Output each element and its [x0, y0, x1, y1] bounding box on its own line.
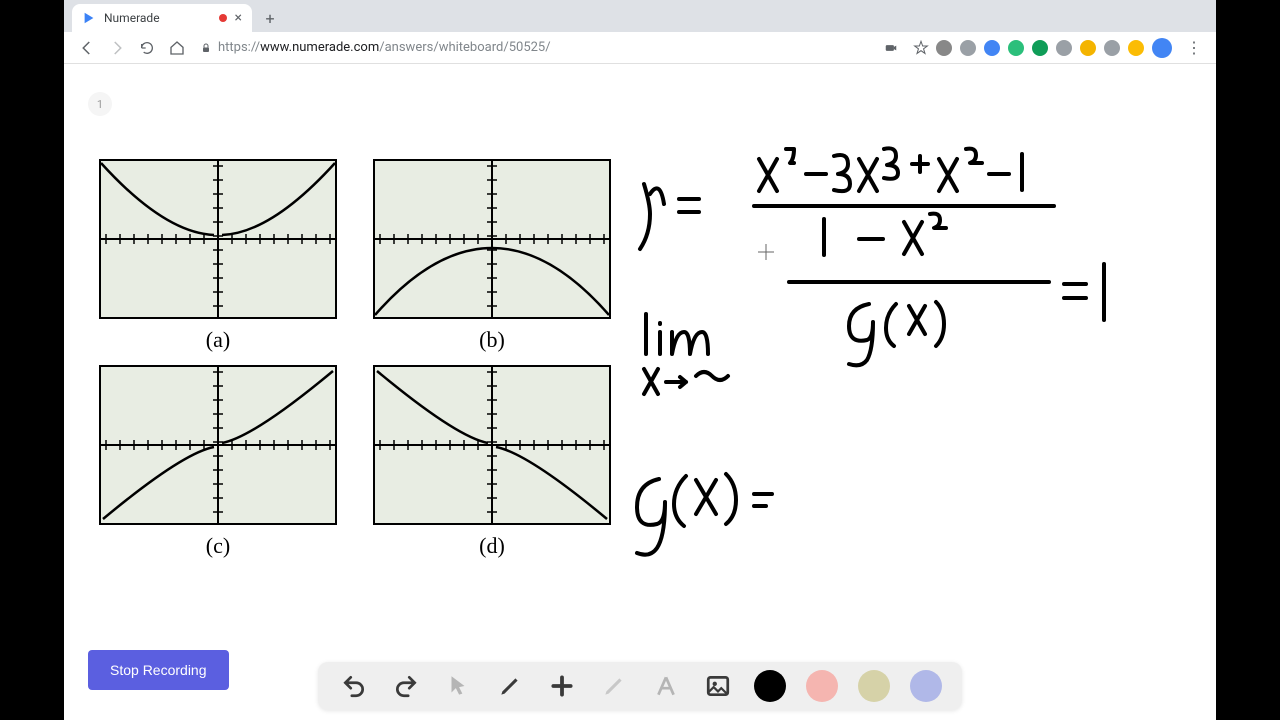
lock-icon — [200, 42, 212, 54]
graph-cell: (c) — [99, 365, 337, 559]
extension-icon[interactable] — [1080, 40, 1096, 56]
close-tab-icon[interactable]: × — [235, 10, 242, 26]
graph-plot — [373, 159, 611, 319]
page-indicator: 1 — [88, 92, 112, 116]
star-icon[interactable] — [912, 39, 930, 57]
reload-button[interactable] — [138, 39, 156, 57]
url-path: /answers/whiteboard/50525/ — [379, 40, 550, 55]
browser-menu-button[interactable]: ⋮ — [1186, 38, 1202, 57]
graph-cell: (a) — [99, 159, 337, 353]
graph-plot — [99, 365, 337, 525]
page-content: 1 (a) (b) (c) (d) — [64, 64, 1216, 720]
favicon-icon — [82, 11, 96, 25]
extension-icon[interactable] — [960, 40, 976, 56]
color-pink[interactable] — [806, 670, 838, 702]
whiteboard-toolbar — [318, 662, 962, 710]
graph-plot — [373, 365, 611, 525]
url-input[interactable]: https:// www.numerade.com /answers/white… — [200, 40, 868, 55]
extension-icon[interactable] — [1104, 40, 1120, 56]
color-olive[interactable] — [858, 670, 890, 702]
cursor-indicator-icon — [758, 244, 774, 260]
text-tool-button[interactable] — [650, 670, 682, 702]
graph-label: (b) — [479, 327, 505, 353]
graph-cell: (b) — [373, 159, 611, 353]
extension-icon[interactable] — [936, 40, 952, 56]
forward-button[interactable] — [108, 39, 126, 57]
tab-strip: Numerade × + — [64, 0, 1216, 32]
graph-label: (d) — [479, 533, 505, 559]
camera-icon[interactable] — [882, 39, 900, 57]
extension-icon[interactable] — [1128, 40, 1144, 56]
recording-indicator-icon — [219, 14, 227, 22]
graph-cell: (d) — [373, 365, 611, 559]
color-black[interactable] — [754, 670, 786, 702]
graph-plot — [99, 159, 337, 319]
extension-icon[interactable] — [1032, 40, 1048, 56]
color-lavender[interactable] — [910, 670, 942, 702]
graphs-panel: (a) (b) (c) (d) — [99, 159, 611, 571]
graph-label: (c) — [206, 533, 230, 559]
eraser-tool-button[interactable] — [598, 670, 630, 702]
stop-recording-button[interactable]: Stop Recording — [88, 650, 229, 690]
back-button[interactable] — [78, 39, 96, 57]
new-tab-button[interactable]: + — [258, 6, 282, 30]
extension-icon[interactable] — [1008, 40, 1024, 56]
tab-title: Numerade — [104, 11, 160, 25]
redo-button[interactable] — [390, 670, 422, 702]
add-button[interactable] — [546, 670, 578, 702]
address-bar: https:// www.numerade.com /answers/white… — [64, 32, 1216, 64]
pointer-tool-button[interactable] — [442, 670, 474, 702]
browser-tab[interactable]: Numerade × — [72, 4, 252, 32]
extension-icon[interactable] — [1152, 38, 1172, 58]
graph-label: (a) — [206, 327, 230, 353]
handwriting-layer — [634, 144, 1174, 624]
url-scheme: https:// — [218, 40, 260, 55]
extension-icons — [936, 38, 1172, 58]
extension-icon[interactable] — [984, 40, 1000, 56]
url-domain: www.numerade.com — [260, 40, 379, 55]
home-button[interactable] — [168, 39, 186, 57]
image-tool-button[interactable] — [702, 670, 734, 702]
undo-button[interactable] — [338, 670, 370, 702]
extension-icon[interactable] — [1056, 40, 1072, 56]
pen-tool-button[interactable] — [494, 670, 526, 702]
